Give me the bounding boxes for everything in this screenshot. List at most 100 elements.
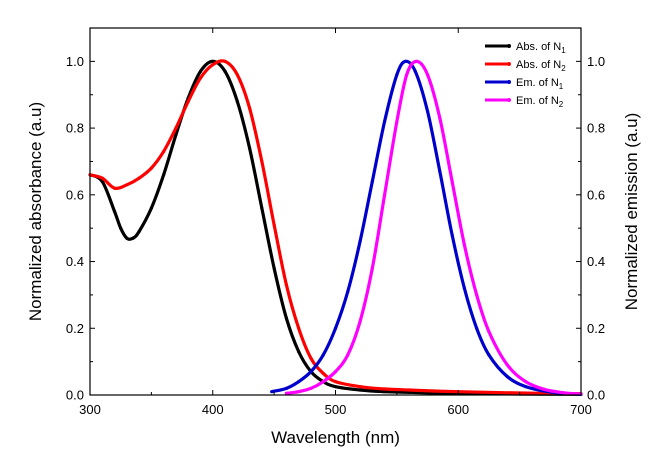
data-point: [284, 316, 288, 320]
data-point: [333, 370, 338, 374]
data-point: [395, 73, 399, 77]
x-axis-title: Wavelength (nm): [271, 428, 400, 447]
data-point: [333, 380, 338, 384]
series-2: [88, 59, 583, 396]
data-point: [284, 391, 288, 395]
data-point: [198, 69, 203, 73]
data-point: [358, 385, 362, 389]
data-point: [162, 173, 166, 177]
legend-item: Abs. of N1: [485, 41, 566, 55]
series-3: [270, 59, 583, 396]
y2-tick-label: 0.8: [587, 121, 605, 136]
legend-label-subscript: 1: [561, 46, 566, 55]
data-point: [505, 363, 509, 367]
data-point: [505, 375, 509, 379]
data-point: [174, 126, 178, 130]
data-point: [235, 99, 239, 103]
x-tick-label: 700: [570, 402, 592, 417]
data-point: [260, 159, 264, 164]
data-point: [309, 386, 313, 390]
data-point: [560, 391, 565, 395]
data-point: [383, 119, 387, 124]
data-point: [370, 179, 374, 184]
data-point: [131, 236, 135, 240]
data-point: [284, 283, 288, 287]
legend-label-text: Abs. of N: [516, 59, 561, 71]
y2-tick-label: 1.0: [587, 54, 605, 69]
data-point: [309, 370, 313, 374]
data-point: [450, 179, 454, 184]
data-point: [297, 326, 301, 330]
data-point: [432, 389, 436, 393]
data-point: [405, 73, 409, 77]
data-point: [358, 320, 362, 324]
data-point: [112, 186, 117, 190]
legend-label-subscript: 2: [561, 64, 566, 73]
data-point: [333, 385, 338, 389]
data-point: [125, 236, 129, 240]
data-point: [383, 390, 387, 394]
x-tick-label: 300: [79, 402, 101, 417]
data-point: [223, 59, 227, 63]
legend-label-subscript: 1: [559, 82, 564, 91]
data-point: [211, 63, 215, 67]
x-tick-label: 500: [325, 402, 347, 417]
legend-label-text: Em. of N: [516, 77, 559, 89]
data-point: [100, 176, 104, 180]
data-point: [425, 109, 430, 114]
data-point: [346, 289, 350, 294]
right-y-axis-title: Normalized emission (a.u): [622, 113, 641, 310]
data-point: [407, 388, 411, 392]
data-point: [119, 226, 123, 230]
legend-marker: [507, 44, 511, 48]
data-point: [270, 390, 274, 394]
data-point: [395, 119, 399, 124]
series-layer: [88, 59, 583, 396]
data-point: [524, 380, 528, 384]
y-tick-label: 1.0: [66, 54, 84, 69]
data-point: [413, 69, 417, 73]
data-point: [186, 99, 190, 103]
data-point: [487, 330, 491, 334]
data-point: [272, 223, 276, 227]
x-tick-label: 600: [447, 402, 469, 417]
legend-item: Em. of N1: [485, 77, 564, 91]
data-point: [297, 380, 301, 384]
data-point: [260, 206, 264, 210]
data-point: [370, 266, 374, 270]
legend-label: Em. of N1: [516, 77, 564, 91]
data-point: [450, 233, 454, 237]
data-point: [438, 169, 442, 174]
data-point: [524, 385, 528, 389]
series-line: [286, 59, 582, 396]
y-tick-label: 0.4: [66, 254, 84, 269]
data-point: [174, 133, 178, 137]
y2-tick-label: 0.4: [587, 254, 605, 269]
data-point: [358, 388, 362, 392]
data-point: [112, 209, 117, 214]
x-tick-label: 400: [202, 402, 224, 417]
left-y-axis-title: Normalized absorbance (a.u): [26, 102, 45, 321]
data-point: [346, 353, 350, 357]
y2-tick-label: 0.6: [587, 187, 605, 202]
legend-label-subscript: 2: [559, 100, 564, 109]
data-point: [333, 326, 338, 330]
legend-label-text: Em. of N: [516, 95, 559, 107]
data-point: [162, 149, 166, 154]
series-4: [284, 59, 583, 396]
data-point: [247, 146, 252, 150]
legend-marker: [507, 80, 511, 84]
data-point: [125, 183, 129, 187]
legend-label: Abs. of N1: [516, 41, 566, 55]
data-point: [309, 356, 313, 360]
data-point: [137, 176, 141, 180]
series-line: [89, 59, 582, 396]
data-point: [425, 73, 430, 77]
y-tick-label: 0.0: [66, 388, 84, 403]
legend-label: Abs. of N2: [516, 59, 566, 73]
series-line: [89, 59, 582, 396]
data-point: [235, 73, 239, 77]
data-point: [438, 116, 442, 120]
y-tick-label: 0.2: [66, 321, 84, 336]
